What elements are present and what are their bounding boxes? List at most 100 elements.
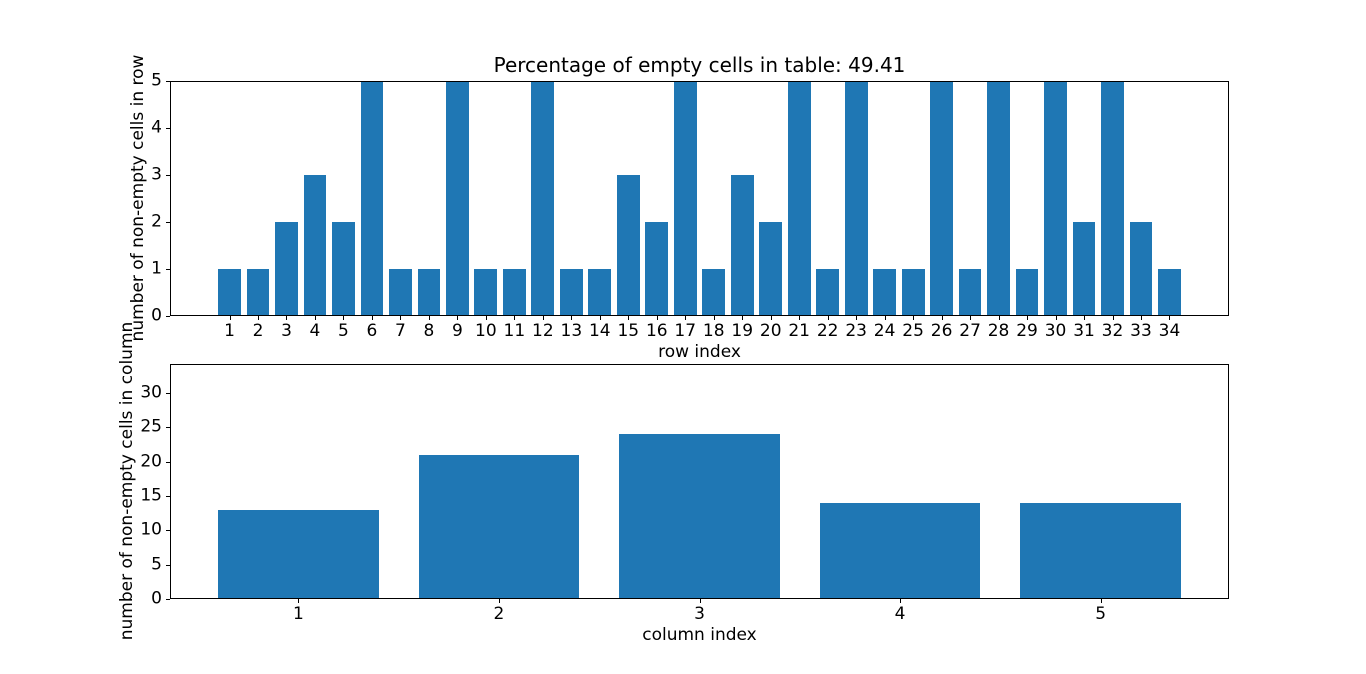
xtick-label-column-1: 1: [292, 604, 304, 624]
bar-column-1: [218, 509, 379, 599]
xtick-label-row-23: 23: [845, 321, 867, 341]
bar-row-34: [1158, 269, 1181, 316]
xtick-row-5: [343, 316, 344, 320]
xtick-label-row-31: 31: [1073, 321, 1095, 341]
xtick-row-7: [400, 316, 401, 320]
row-chart-title: Percentage of empty cells in table: 49.4…: [493, 53, 906, 77]
xtick-label-column-2: 2: [493, 604, 505, 624]
xtick-row-15: [628, 316, 629, 320]
bar-row-21: [787, 81, 811, 316]
xtick-row-11: [514, 316, 515, 320]
bar-row-32: [1101, 81, 1124, 316]
xtick-label-row-30: 30: [1044, 321, 1067, 341]
ytick-column-15: [166, 496, 170, 497]
ytick-row-4: [166, 128, 170, 129]
bar-row-19: [730, 175, 754, 316]
ytick-row-1: [166, 269, 170, 270]
xtick-label-row-19: 19: [731, 321, 754, 341]
bar-row-6: [360, 81, 384, 316]
bar-row-27: [958, 269, 982, 316]
xtick-label-row-12: 12: [532, 321, 554, 341]
xtick-row-33: [1141, 316, 1142, 320]
xtick-row-23: [856, 316, 857, 320]
xtick-row-20: [771, 316, 772, 320]
bar-row-10: [474, 269, 498, 316]
xtick-label-row-3: 3: [281, 321, 292, 341]
bar-row-26: [930, 81, 953, 316]
xtick-label-row-4: 4: [309, 321, 321, 341]
bar-row-2: [246, 269, 270, 316]
bar-row-5: [332, 222, 355, 316]
xtick-row-24: [885, 316, 886, 320]
xtick-label-row-17: 17: [674, 321, 697, 341]
bar-row-31: [1072, 222, 1096, 316]
xtick-label-column-3: 3: [694, 604, 705, 624]
xtick-label-row-13: 13: [560, 321, 583, 341]
xtick-row-1: [230, 316, 231, 320]
xtick-row-16: [657, 316, 658, 320]
xtick-row-10: [486, 316, 487, 320]
xtick-label-row-18: 18: [702, 321, 725, 341]
ytick-label-row-5: 5: [151, 70, 162, 91]
bar-row-9: [446, 81, 469, 316]
xtick-label-row-5: 5: [338, 321, 349, 341]
xtick-row-27: [970, 316, 971, 320]
xtick-row-29: [1027, 316, 1028, 320]
ytick-label-column-25: 25: [140, 416, 162, 437]
xtick-row-31: [1084, 316, 1085, 320]
ytick-row-2: [166, 222, 170, 223]
bar-column-5: [1020, 502, 1181, 599]
xtick-row-25: [913, 316, 914, 320]
ytick-label-column-20: 20: [140, 451, 162, 472]
ytick-column-0: [166, 599, 170, 600]
ytick-label-column-30: 30: [140, 382, 162, 403]
xtick-row-4: [315, 316, 316, 320]
xtick-column-4: [900, 599, 901, 603]
bar-column-2: [418, 454, 580, 599]
xtick-label-row-9: 9: [451, 321, 463, 341]
xtick-label-row-22: 22: [816, 321, 839, 341]
ytick-column-20: [166, 462, 170, 463]
bar-row-25: [901, 269, 925, 316]
xtick-label-row-6: 6: [366, 321, 378, 341]
bar-row-22: [816, 269, 840, 316]
bar-column-4: [819, 502, 981, 599]
xtick-label-column-4: 4: [894, 604, 906, 624]
xtick-label-row-26: 26: [930, 321, 953, 341]
bar-row-17: [673, 81, 697, 316]
xtick-label-row-28: 28: [987, 321, 1010, 341]
xtick-label-row-15: 15: [617, 321, 640, 341]
bar-row-33: [1129, 222, 1153, 316]
xtick-column-2: [499, 599, 500, 603]
column-chart-xlabel: column index: [642, 625, 757, 645]
xtick-label-row-1: 1: [224, 321, 235, 341]
xtick-label-row-25: 25: [902, 321, 924, 341]
xtick-column-1: [298, 599, 299, 603]
xtick-label-row-8: 8: [423, 321, 435, 341]
bar-row-20: [759, 222, 783, 316]
xtick-row-18: [714, 316, 715, 320]
row-chart-ylabel: number of non-empty cells in row: [128, 54, 148, 342]
ytick-column-5: [166, 565, 170, 566]
xtick-label-row-32: 32: [1101, 321, 1124, 341]
bar-row-4: [303, 175, 327, 316]
ytick-label-column-10: 10: [140, 519, 162, 540]
bar-row-13: [559, 269, 583, 316]
xtick-label-row-7: 7: [395, 321, 406, 341]
ytick-label-row-0: 0: [151, 305, 162, 326]
ytick-label-column-5: 5: [151, 554, 162, 575]
xtick-label-row-10: 10: [475, 321, 497, 341]
xtick-row-9: [457, 316, 458, 320]
ytick-label-row-2: 2: [151, 211, 162, 232]
xtick-row-8: [429, 316, 430, 320]
bar-row-16: [645, 222, 669, 316]
xtick-row-28: [999, 316, 1000, 320]
bar-row-1: [218, 269, 241, 316]
ytick-label-column-15: 15: [140, 485, 162, 506]
bar-row-30: [1044, 81, 1067, 316]
ytick-row-0: [166, 316, 170, 317]
xtick-label-row-20: 20: [759, 321, 782, 341]
bar-column-3: [619, 434, 780, 599]
bar-row-11: [502, 269, 526, 316]
